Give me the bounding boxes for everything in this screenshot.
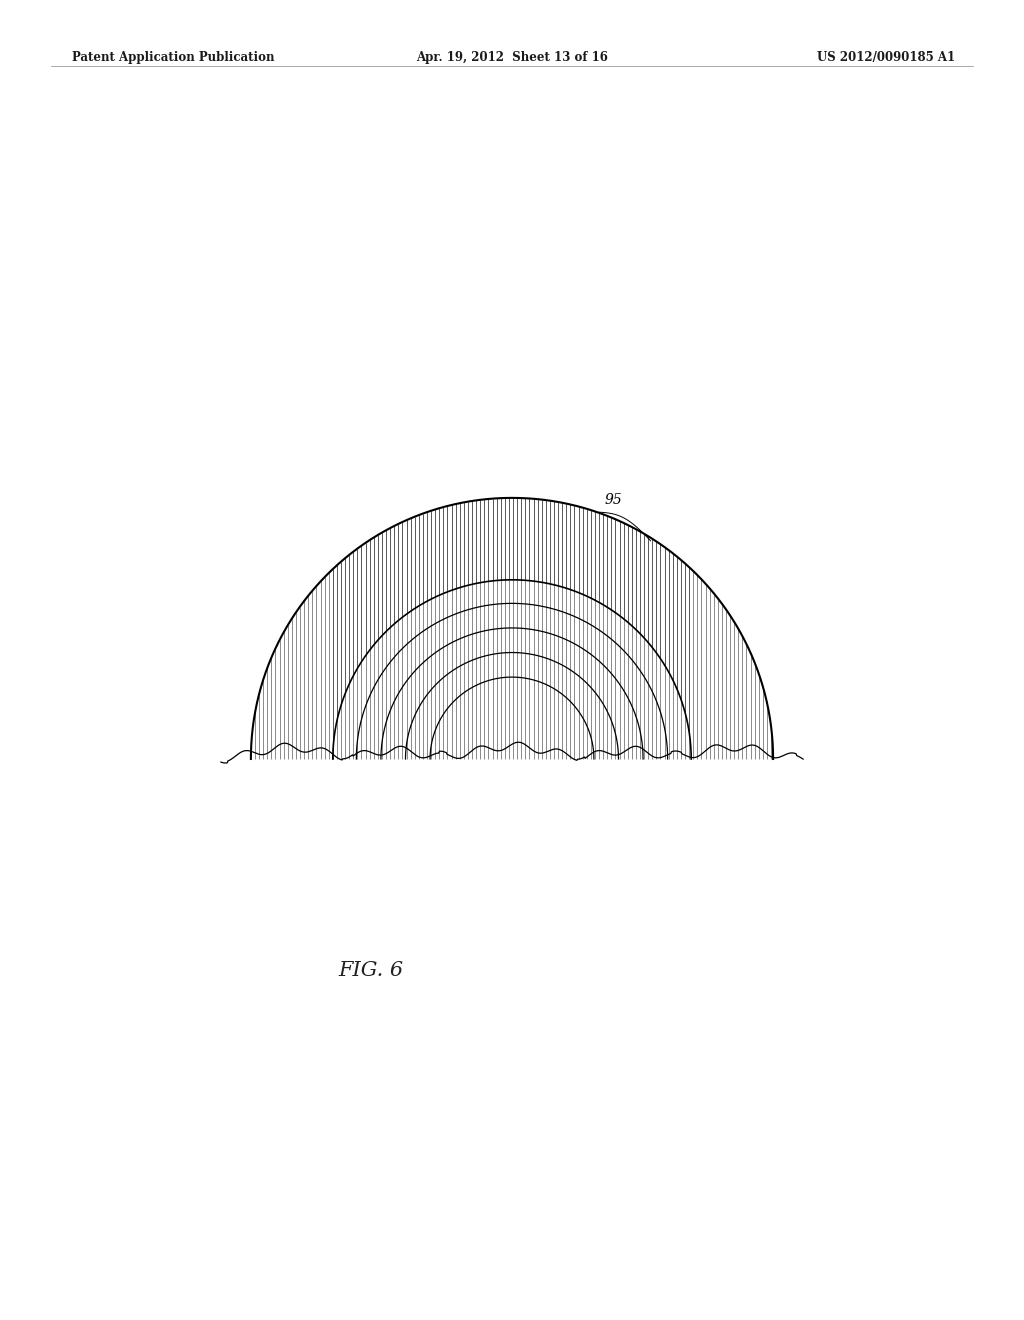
Text: Patent Application Publication: Patent Application Publication [72,51,274,65]
Text: Apr. 19, 2012  Sheet 13 of 16: Apr. 19, 2012 Sheet 13 of 16 [416,51,608,65]
Text: 95: 95 [604,494,622,507]
Polygon shape [251,498,773,759]
Text: US 2012/0090185 A1: US 2012/0090185 A1 [817,51,955,65]
Text: FIG. 6: FIG. 6 [338,961,403,979]
